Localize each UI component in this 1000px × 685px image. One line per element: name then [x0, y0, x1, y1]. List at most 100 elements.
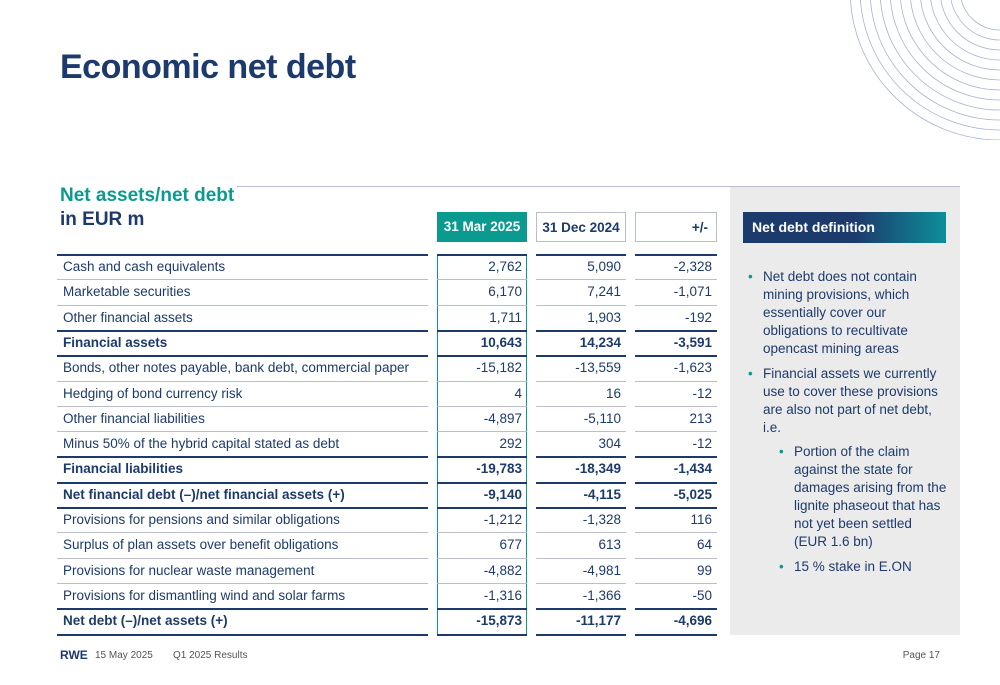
row-separator	[57, 557, 428, 559]
cell-value: 613	[598, 537, 621, 553]
cell-value: 116	[690, 512, 712, 527]
row-separator	[635, 481, 717, 484]
cell-value: 213	[689, 410, 712, 426]
cell-value: 99	[696, 562, 712, 578]
row-separator	[635, 608, 717, 611]
cell-value: 10,643	[480, 334, 522, 350]
row-separator	[437, 329, 527, 332]
row-label: Other financial liabilities	[63, 410, 205, 426]
bullet-text: Financial assets we currently use to cov…	[763, 366, 938, 435]
cell-value: -5,025	[673, 486, 712, 502]
row-separator	[635, 254, 717, 256]
row-separator	[536, 633, 626, 636]
row-label: Net financial debt (–)/net financial ass…	[63, 486, 345, 502]
row-separator	[635, 431, 717, 433]
bullet: Financial assets we currently use to cov…	[748, 365, 948, 576]
row-separator	[635, 633, 717, 636]
cell-value: -1,366	[582, 587, 621, 603]
row-separator	[536, 431, 626, 433]
row-separator	[635, 456, 717, 459]
sidebar-title: Net debt definition	[743, 212, 946, 243]
row-separator	[57, 304, 428, 306]
row-separator	[57, 279, 428, 281]
row-separator	[635, 507, 717, 509]
cell-value: -4,882	[483, 562, 522, 578]
row-separator	[536, 456, 626, 459]
column-header: +/-	[635, 212, 717, 242]
row-separator	[437, 557, 527, 559]
cell-value: -9,140	[483, 486, 522, 502]
row-separator	[437, 380, 527, 382]
row-separator	[536, 507, 626, 509]
column-header: 31 Dec 2024	[536, 212, 626, 242]
cell-value: 1,711	[489, 309, 522, 325]
row-label: Financial liabilities	[63, 461, 184, 477]
row-separator	[57, 456, 428, 459]
bullet-text: Net debt does not contain mining provisi…	[763, 269, 917, 356]
row-separator	[536, 532, 626, 534]
row-label: Minus 50% of the hybrid capital stated a…	[63, 436, 340, 452]
row-separator	[57, 481, 428, 484]
cell-value: -1,212	[483, 512, 522, 527]
row-separator	[437, 304, 527, 306]
row-label: Hedging of bond currency risk	[63, 385, 243, 401]
row-label: Bonds, other notes payable, bank debt, c…	[63, 360, 409, 376]
cell-value: -1,434	[673, 461, 712, 477]
cell-value: -12	[692, 385, 712, 401]
row-separator	[437, 279, 527, 281]
row-label: Provisions for pensions and similar obli…	[63, 512, 340, 527]
row-separator	[635, 532, 717, 534]
cell-value: -4,981	[582, 562, 621, 578]
row-separator	[57, 608, 428, 611]
bullet: Net debt does not contain mining provisi…	[748, 268, 948, 358]
cell-value: -1,316	[483, 587, 522, 603]
row-label: Marketable securities	[63, 284, 191, 300]
row-separator	[635, 557, 717, 559]
row-separator	[437, 431, 527, 433]
cell-value: 677	[499, 537, 522, 553]
table-unit: in EUR m	[60, 209, 145, 230]
row-separator	[437, 532, 527, 534]
row-label: Financial assets	[63, 334, 168, 350]
cell-value: -50	[692, 587, 712, 603]
row-separator	[57, 582, 428, 584]
row-label: Surplus of plan assets over benefit obli…	[63, 537, 339, 553]
footer-date: 15 May 2025	[95, 650, 153, 661]
row-separator	[635, 380, 717, 382]
cell-value: -4,115	[583, 486, 621, 502]
row-separator	[635, 329, 717, 332]
cell-value: 1,903	[587, 309, 621, 325]
row-separator	[536, 557, 626, 559]
decorative-arcs	[849, 0, 1000, 140]
row-separator	[437, 608, 527, 611]
row-separator	[57, 355, 428, 358]
row-separator	[635, 355, 717, 358]
cell-value: -19,783	[476, 461, 522, 477]
table-heading: Net assets/net debt	[60, 185, 235, 206]
cell-value: 292	[499, 436, 522, 452]
row-label: Other financial assets	[63, 309, 193, 325]
sub-bullet: 15 % stake in E.ON	[779, 558, 948, 576]
logo: RWE	[60, 648, 88, 662]
divider	[237, 186, 960, 187]
row-separator	[536, 355, 626, 358]
row-separator	[536, 304, 626, 306]
row-separator	[437, 355, 527, 358]
slide-title: Economic net debt	[60, 48, 356, 86]
row-separator	[437, 405, 527, 407]
cell-value: -12	[692, 436, 712, 452]
cell-value: 2,762	[488, 259, 522, 274]
row-separator	[635, 304, 717, 306]
footer-page: Page 17	[902, 650, 940, 661]
cell-value: -192	[684, 309, 712, 325]
cell-value: 5,090	[587, 259, 621, 274]
row-separator	[536, 582, 626, 584]
cell-value: -4,897	[483, 410, 522, 426]
row-separator	[57, 329, 428, 332]
row-separator	[536, 254, 626, 256]
cell-value: 7,241	[587, 284, 621, 300]
row-separator	[57, 532, 428, 534]
row-separator	[57, 405, 428, 407]
cell-value: -1,328	[582, 512, 621, 527]
row-label: Provisions for dismantling wind and sola…	[63, 587, 346, 603]
